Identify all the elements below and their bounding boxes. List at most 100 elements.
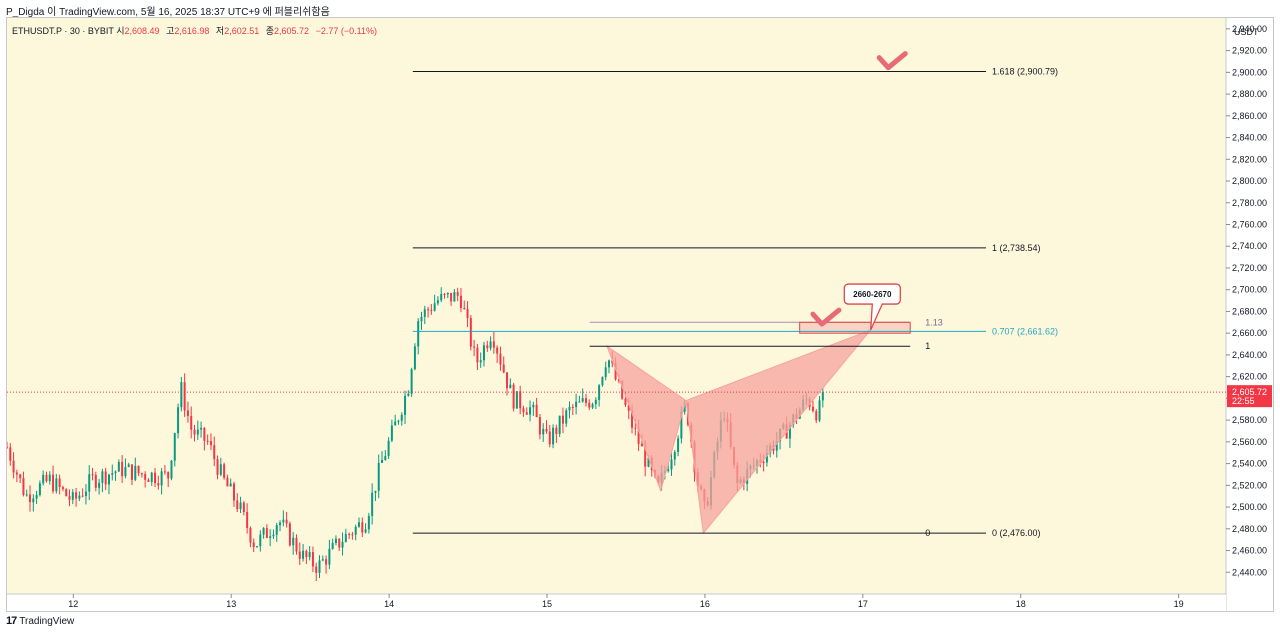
candle-body [285, 519, 288, 524]
candle-body [239, 502, 242, 510]
candle-body [140, 473, 143, 475]
brand[interactable]: 17 TradingView [6, 615, 74, 627]
high-label: 고 [166, 26, 175, 36]
candle-body [275, 525, 278, 535]
candle-body [466, 308, 469, 318]
candle-body [315, 566, 318, 573]
candle-body [219, 464, 222, 475]
brand-name: TradingView [19, 615, 75, 627]
candle-body [75, 492, 78, 499]
x-tick-label: 12 [68, 599, 78, 609]
candle-body [377, 462, 380, 491]
candle-body [482, 345, 485, 361]
pattern-triangle-xab [606, 344, 687, 493]
candle-body [88, 474, 91, 492]
candle-body [321, 559, 324, 561]
candle-body [647, 457, 650, 467]
candle-body [183, 382, 186, 411]
symbol-name[interactable]: ETHUSDT.P · 30 · BYBIT [12, 26, 114, 36]
y-tick-label: 2,840.00 [1232, 133, 1267, 143]
candle-body [667, 469, 670, 472]
candle-body [111, 473, 114, 475]
candle-body [548, 431, 551, 445]
chart-frame[interactable]: 1.13 1 0 1.618 (2,900.79) 1 (2,738.54) 0.707 … [6, 17, 1274, 612]
price-axis-bg [1226, 18, 1273, 611]
candle-body [348, 534, 351, 536]
candle-body [229, 483, 232, 487]
candle-body [38, 483, 41, 495]
high-value: 2,616.98 [174, 26, 210, 36]
candle-body [186, 410, 189, 416]
open-label: 시 [116, 26, 125, 36]
callout-box [843, 283, 901, 331]
candle-body [571, 406, 574, 408]
candle-body [423, 309, 426, 317]
candle-body [328, 548, 331, 565]
candle-body [555, 427, 558, 434]
candle-body [525, 412, 528, 415]
y-tick-label: 2,920.00 [1232, 46, 1267, 56]
low-value: 2,602.51 [224, 26, 260, 36]
candle-body [127, 464, 130, 467]
candle-body [673, 452, 676, 460]
candle-body [206, 440, 209, 442]
symbol-info-bar: ETHUSDT.P · 30 · BYBIT 시2,608.49 고2,616.… [12, 24, 381, 37]
candle-body [598, 385, 601, 400]
candle-body [496, 347, 499, 354]
candle-body [55, 478, 58, 492]
harmonic-pattern-layer [606, 328, 873, 535]
candle-body [463, 308, 466, 310]
candle-body [456, 292, 459, 296]
candle-body [114, 471, 117, 474]
candle-body [157, 483, 160, 486]
candle-body [591, 404, 594, 408]
candle-body [578, 401, 581, 403]
candle-body [558, 415, 561, 434]
y-tick-label: 2,880.00 [1232, 89, 1267, 99]
candle-body [282, 519, 285, 523]
candle-body [68, 496, 71, 500]
candle-body [173, 433, 176, 461]
candle-body [196, 429, 199, 435]
y-tick-label: 2,440.00 [1232, 567, 1267, 577]
candle-body [568, 406, 571, 411]
candle-body [614, 363, 617, 380]
candle-body [42, 474, 45, 484]
fib-label: 0 (2,476.00) [992, 528, 1041, 538]
candle-body [476, 347, 479, 363]
candle-body [170, 460, 173, 479]
candle-body [84, 491, 87, 497]
candle-body [479, 360, 482, 363]
y-tick-label: 2,460.00 [1232, 546, 1267, 556]
candle-body [137, 465, 140, 474]
candle-body [384, 456, 387, 461]
candle-body [295, 537, 298, 552]
candle-body [561, 415, 564, 424]
candle-body [32, 498, 35, 503]
candle-body [486, 345, 489, 349]
candle-body [351, 534, 354, 536]
candle-body [226, 477, 229, 487]
candle-body [117, 461, 120, 472]
change-value: −2.77 (−0.11%) [315, 26, 377, 36]
candle-body [433, 303, 436, 311]
pattern-level-label: 1.13 [925, 317, 943, 327]
candle-body [584, 398, 587, 403]
candle-body [611, 360, 614, 364]
candle-body [29, 494, 32, 503]
candle-body [190, 415, 193, 430]
candle-body [621, 380, 624, 399]
candle-body [19, 474, 22, 479]
candle-body [209, 441, 212, 446]
time-axis-bg [7, 594, 1226, 611]
y-tick-label: 2,900.00 [1232, 67, 1267, 77]
candle-body [249, 528, 252, 543]
candle-body [232, 483, 235, 501]
candle-body [361, 522, 364, 533]
candle-body [450, 292, 453, 302]
candle-body [604, 367, 607, 378]
countdown-label: 22:55 [1232, 396, 1255, 406]
candle-body [436, 300, 439, 304]
candle-body [334, 538, 337, 543]
